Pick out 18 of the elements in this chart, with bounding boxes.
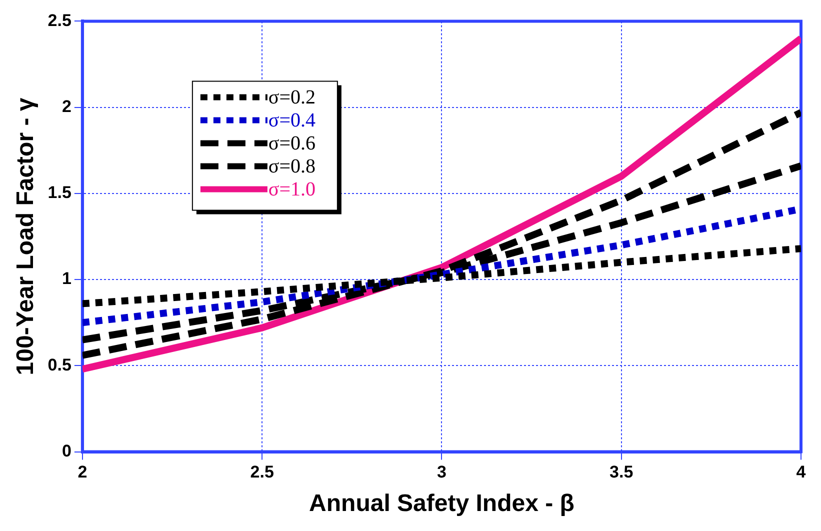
y-tick-label: 1.5 xyxy=(48,183,72,202)
x-tick-label: 2.5 xyxy=(250,462,274,482)
legend-label: σ=0.8 xyxy=(268,155,316,178)
y-tick-label: 0 xyxy=(62,441,72,460)
y-tick-label: 1 xyxy=(62,269,72,288)
x-tick-label: 3.5 xyxy=(610,462,634,482)
x-tick-label: 4 xyxy=(796,462,806,482)
x-axis-title: Annual Safety Index - β xyxy=(309,490,574,518)
y-tick-label: 0.5 xyxy=(48,355,72,374)
y-tick-label: 2 xyxy=(62,97,72,116)
legend-label: σ=0.4 xyxy=(268,109,316,132)
x-tick-label: 2 xyxy=(78,462,88,482)
y-tick-label: 2.5 xyxy=(48,10,72,30)
y-axis-title: 100-Year Load Factor - γ xyxy=(12,97,40,376)
legend-label: σ=0.2 xyxy=(268,86,316,108)
legend-label: σ=0.6 xyxy=(268,132,316,154)
legend-label: σ=1.0 xyxy=(268,178,316,200)
x-tick-label: 3 xyxy=(436,462,446,482)
